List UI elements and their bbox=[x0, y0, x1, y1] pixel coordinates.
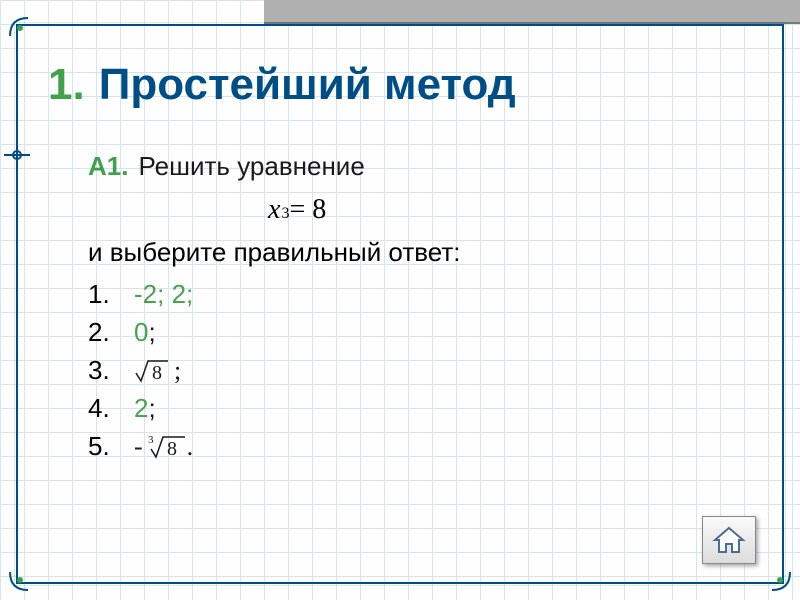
option-value: - 3 8 . bbox=[134, 428, 193, 466]
option-5[interactable]: 5. - 3 8 . bbox=[88, 428, 460, 466]
home-button[interactable] bbox=[702, 516, 756, 564]
home-icon bbox=[712, 525, 746, 555]
equation: x3 = 8 bbox=[268, 190, 460, 231]
header-bar bbox=[264, 0, 800, 24]
options-list: 1. -2; 2; 2. 0; 3. 8 ; 4. 2; 5. - bbox=[88, 276, 460, 466]
option-4[interactable]: 4. 2; bbox=[88, 390, 460, 428]
option-number: 2. bbox=[88, 314, 118, 352]
problem-label: А1. bbox=[88, 148, 128, 186]
content-area: А1. Решить уравнение x3 = 8 и выберите п… bbox=[88, 148, 460, 466]
option-3[interactable]: 3. 8 ; bbox=[88, 352, 460, 390]
slide-title: 1. Простейший метод bbox=[48, 60, 516, 110]
equation-rhs: = 8 bbox=[289, 190, 326, 231]
equation-exp: 3 bbox=[281, 202, 289, 225]
divider-ornament bbox=[4, 148, 26, 170]
problem-instruction: Решить уравнение bbox=[138, 148, 364, 186]
corner-ornament-br bbox=[770, 570, 792, 592]
corner-ornament-bl bbox=[8, 570, 30, 592]
title-number: 1. bbox=[48, 60, 85, 110]
option-number: 4. bbox=[88, 390, 118, 428]
sqrt-icon: 8 bbox=[134, 357, 170, 385]
option-2[interactable]: 2. 0; bbox=[88, 314, 460, 352]
svg-text:8: 8 bbox=[152, 362, 162, 384]
problem-subtitle: и выберите правильный ответ: bbox=[88, 234, 460, 272]
title-text: Простейший метод bbox=[99, 60, 516, 110]
option-value: 8 ; bbox=[134, 352, 181, 390]
option-number: 1. bbox=[88, 276, 118, 314]
option-1[interactable]: 1. -2; 2; bbox=[88, 276, 460, 314]
option-value: 0; bbox=[134, 314, 156, 352]
problem-label-row: А1. Решить уравнение bbox=[88, 148, 460, 186]
equation-var: x bbox=[268, 190, 280, 231]
corner-ornament-tl bbox=[8, 16, 30, 38]
cbrt-icon: 3 8 bbox=[145, 433, 187, 461]
option-number: 3. bbox=[88, 352, 118, 390]
option-value: -2; 2; bbox=[134, 276, 193, 314]
svg-text:8: 8 bbox=[167, 438, 177, 460]
svg-text:3: 3 bbox=[148, 434, 154, 446]
option-value: 2; bbox=[134, 390, 156, 428]
option-number: 5. bbox=[88, 428, 118, 466]
